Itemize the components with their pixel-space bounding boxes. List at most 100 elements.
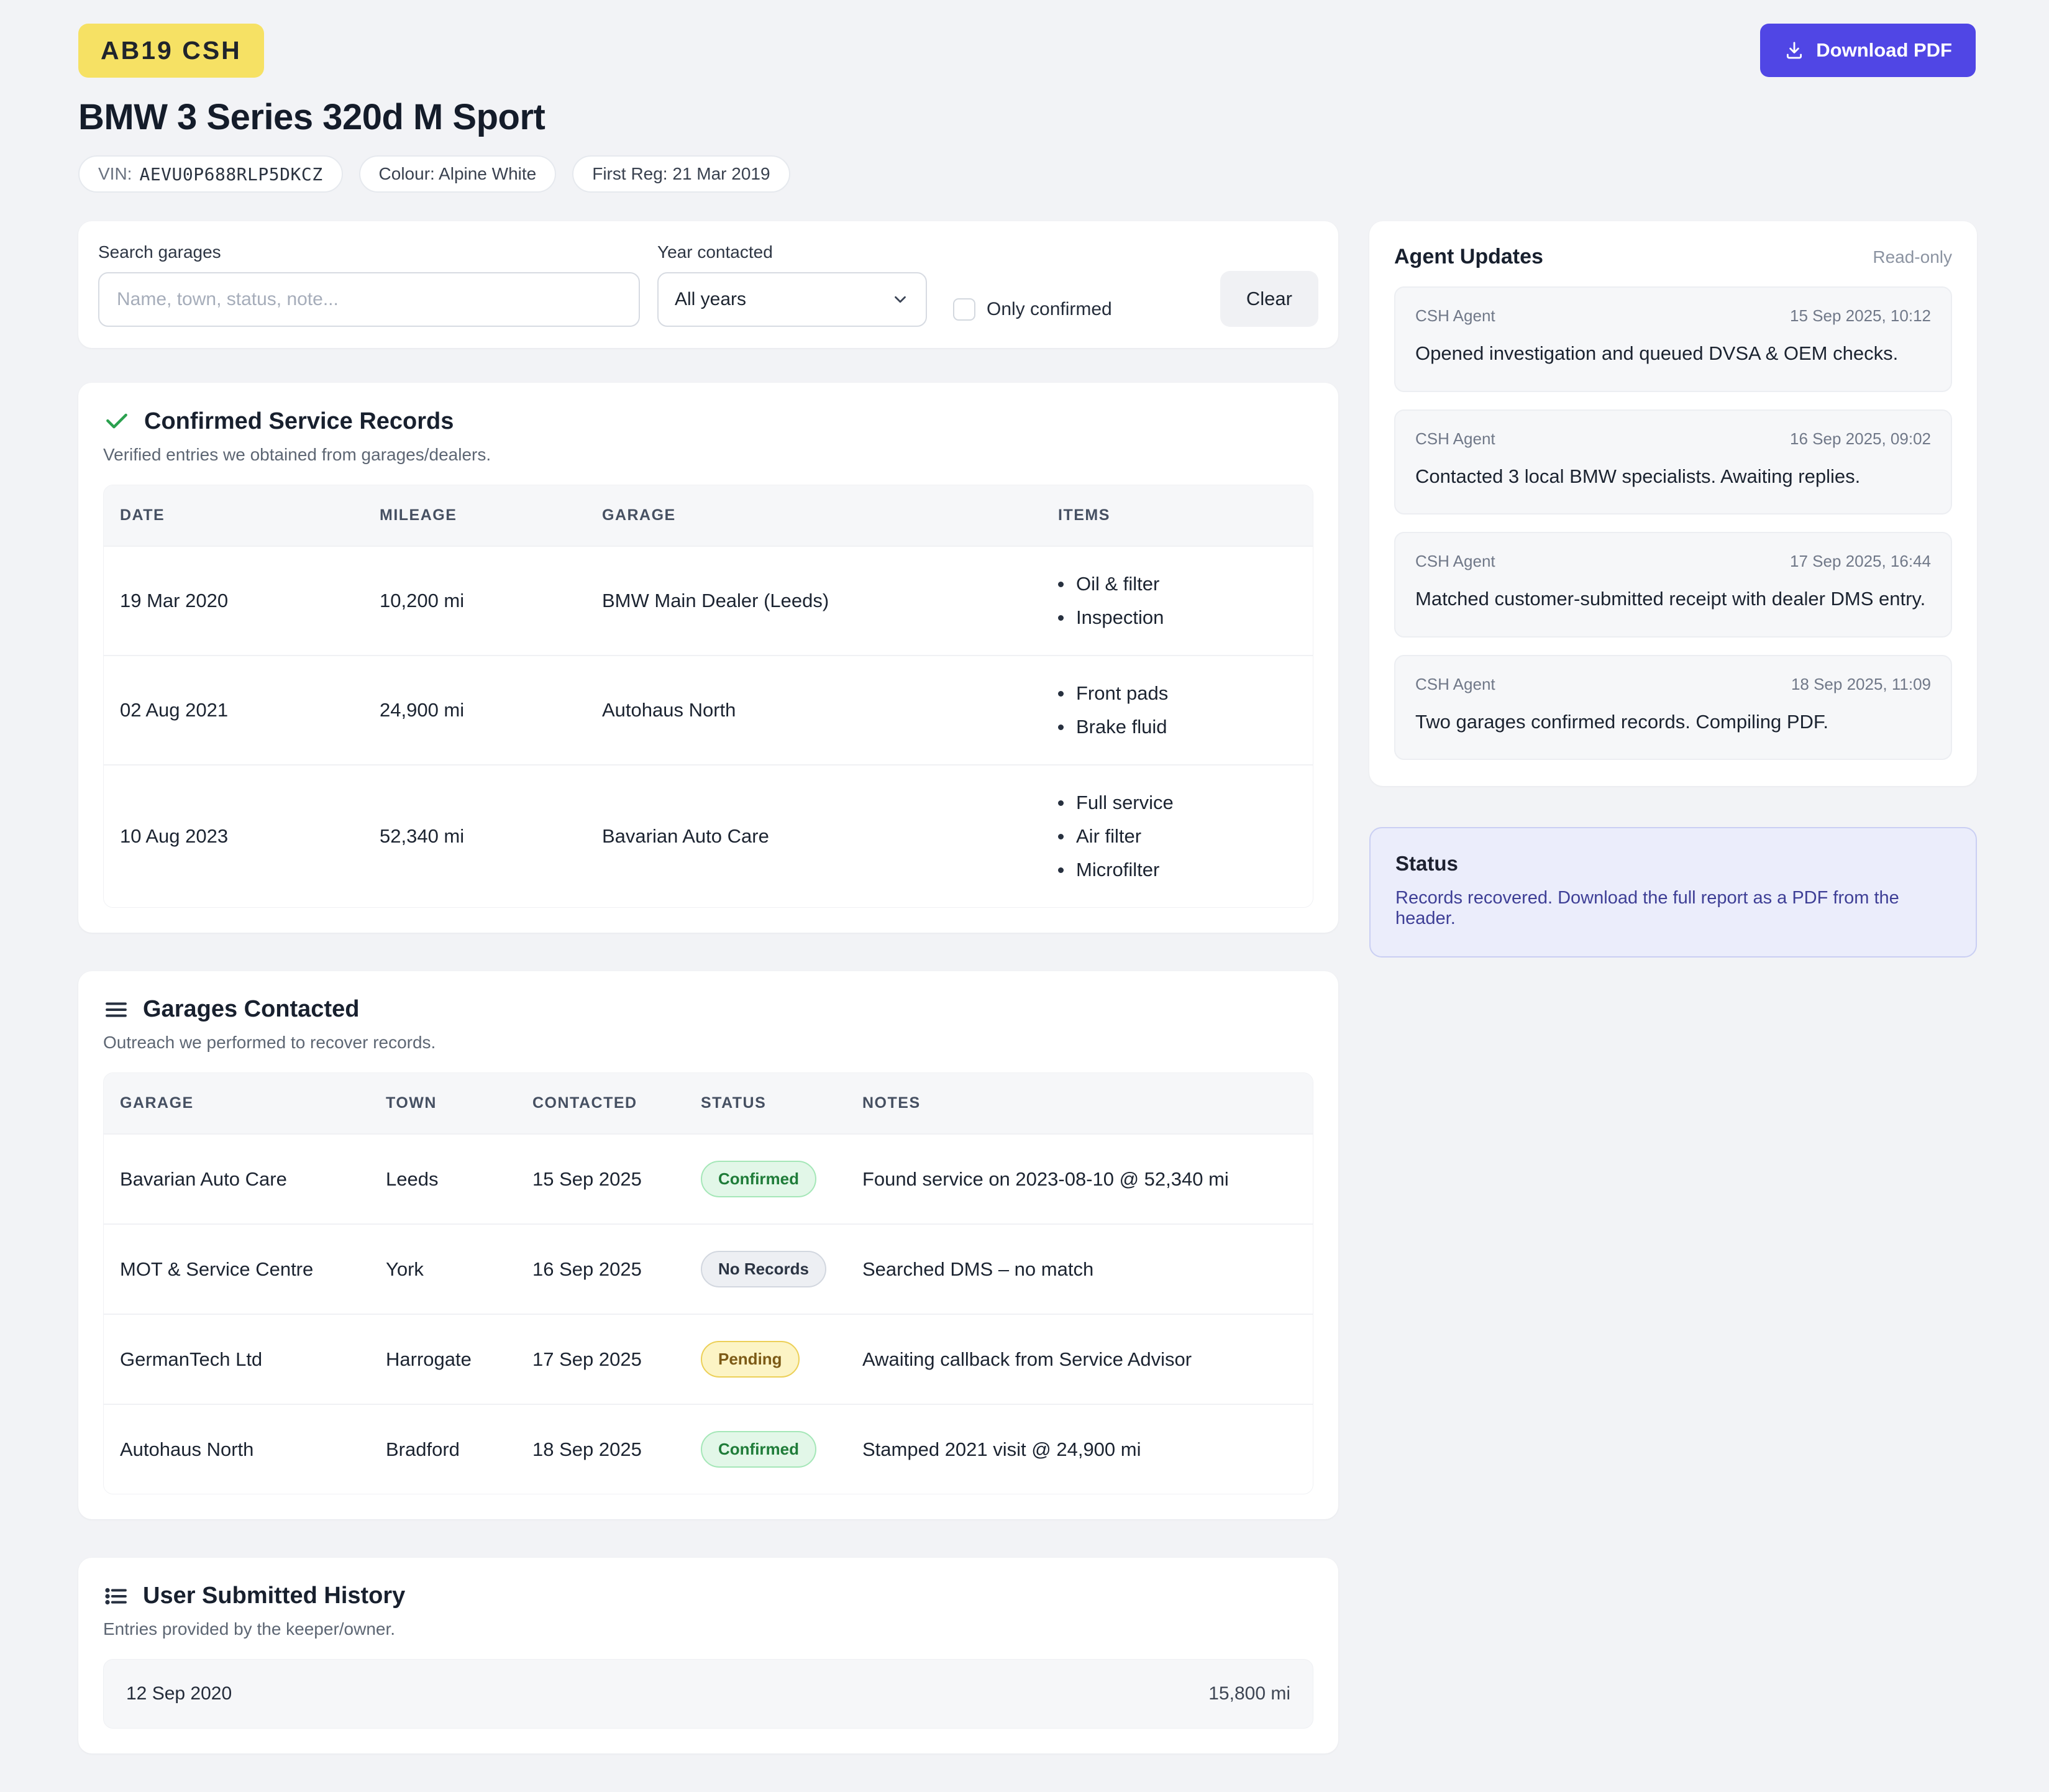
first-reg-chip-label: First Reg: 21 Mar 2019 — [592, 164, 770, 183]
table-row: 02 Aug 2021 24,900 mi Autohaus North Fro… — [104, 655, 1313, 765]
garage-town: Leeds — [370, 1133, 516, 1224]
column-header-garage: GARAGE — [104, 1073, 370, 1134]
only-confirmed-label: Only confirmed — [987, 299, 1112, 319]
garage-contacted-date: 17 Sep 2025 — [516, 1314, 685, 1404]
garage-name: MOT & Service Centre — [104, 1223, 370, 1314]
agent-updates-panel: Agent Updates Read-only CSH Agent 15 Sep… — [1369, 221, 1977, 786]
menu-icon — [103, 997, 129, 1023]
item-label: Inspection — [1076, 606, 1164, 628]
only-confirmed-group: Only confirmed — [953, 298, 1112, 321]
garages-contacted-table: GARAGE TOWN CONTACTED STATUS NOTES Bavar… — [103, 1072, 1313, 1494]
column-header-date: DATE — [104, 485, 363, 546]
item-label: Brake fluid — [1076, 716, 1167, 738]
table-row: 10 Aug 2023 52,340 mi Bavarian Auto Care… — [104, 764, 1313, 907]
check-icon — [103, 408, 130, 435]
chevron-down-icon — [891, 290, 910, 309]
garage-town: York — [370, 1223, 516, 1314]
entry-date: 12 Sep 2020 — [126, 1683, 232, 1704]
agent-update-card: CSH Agent 18 Sep 2025, 11:09 Two garages… — [1394, 654, 1952, 760]
status-badge: Pending — [701, 1341, 800, 1378]
confirmed-service-records-section: Confirmed Service Records Verified entri… — [78, 383, 1338, 933]
garage-notes: Awaiting callback from Service Advisor — [846, 1314, 1313, 1404]
garage-contacted-date: 18 Sep 2025 — [516, 1404, 685, 1494]
garage-contacted-date: 16 Sep 2025 — [516, 1223, 685, 1314]
item-label: Microfilter — [1076, 859, 1160, 880]
clear-filters-button[interactable]: Clear — [1220, 271, 1318, 327]
search-garages-input[interactable] — [98, 272, 640, 327]
bullet-icon — [1058, 615, 1064, 621]
status-badge: Confirmed — [701, 1431, 816, 1468]
record-garage: BMW Main Dealer (Leeds) — [586, 546, 1042, 656]
record-items: Full service Air filter Microfilter — [1042, 764, 1313, 907]
user-submitted-history-section: User Submitted History Entries provided … — [78, 1558, 1338, 1753]
table-row: Autohaus North Bradford 18 Sep 2025 Conf… — [104, 1404, 1313, 1494]
record-date: 10 Aug 2023 — [104, 764, 363, 907]
garages-contacted-title: Garages Contacted — [143, 996, 360, 1022]
record-date: 19 Mar 2020 — [104, 546, 363, 656]
agent-updates-title: Agent Updates — [1394, 245, 1543, 268]
garage-notes: Found service on 2023-08-10 @ 52,340 mi — [846, 1133, 1313, 1224]
record-date: 02 Aug 2021 — [104, 655, 363, 765]
user-history-title: User Submitted History — [143, 1583, 406, 1609]
update-timestamp: 16 Sep 2025, 09:02 — [1790, 429, 1931, 448]
garages-contacted-subtitle: Outreach we performed to recover records… — [103, 1033, 436, 1052]
update-author: CSH Agent — [1415, 306, 1495, 325]
update-message: Contacted 3 local BMW specialists. Await… — [1415, 465, 1861, 487]
record-mileage: 24,900 mi — [363, 655, 586, 765]
record-garage: Autohaus North — [586, 655, 1042, 765]
update-message: Matched customer-submitted receipt with … — [1415, 588, 1926, 610]
search-garages-label: Search garages — [98, 242, 221, 262]
status-badge: No Records — [701, 1251, 826, 1287]
status-badge: Confirmed — [701, 1161, 816, 1197]
table-row: Bavarian Auto Care Leeds 15 Sep 2025 Con… — [104, 1133, 1313, 1224]
year-contacted-select[interactable]: All years — [657, 272, 927, 327]
filter-bar: Search garages Year contacted All years — [78, 221, 1338, 348]
only-confirmed-checkbox[interactable] — [953, 298, 975, 321]
vin-label: VIN: — [98, 164, 132, 183]
status-message: Records recovered. Download the full rep… — [1395, 888, 1899, 928]
page-title: BMW 3 Series 320d M Sport — [78, 97, 545, 137]
update-timestamp: 17 Sep 2025, 16:44 — [1790, 552, 1931, 570]
update-author: CSH Agent — [1415, 552, 1495, 570]
column-header-notes: NOTES — [846, 1073, 1313, 1134]
confirmed-records-title: Confirmed Service Records — [144, 408, 454, 434]
garage-name: Autohaus North — [104, 1404, 370, 1494]
agent-update-card: CSH Agent 16 Sep 2025, 09:02 Contacted 3… — [1394, 409, 1952, 514]
colour-chip-label: Colour: Alpine White — [378, 164, 537, 183]
item-label: Full service — [1076, 792, 1174, 813]
garage-notes: Stamped 2021 visit @ 24,900 mi — [846, 1404, 1313, 1494]
bullet-icon — [1058, 724, 1064, 730]
item-label: Air filter — [1076, 825, 1142, 847]
user-history-entry: 12 Sep 2020 15,800 mi — [103, 1659, 1313, 1729]
update-message: Opened investigation and queued DVSA & O… — [1415, 342, 1899, 364]
record-garage: Bavarian Auto Care — [586, 764, 1042, 907]
garage-notes: Searched DMS – no match — [846, 1223, 1313, 1314]
item-label: Front pads — [1076, 682, 1169, 704]
download-pdf-button[interactable]: Download PDF — [1760, 24, 1976, 77]
column-header-items: ITEMS — [1042, 485, 1313, 546]
vehicle-chips: VIN: AEVU0P688RLP5DKCZ Colour: Alpine Wh… — [78, 155, 1976, 193]
download-icon — [1784, 40, 1805, 61]
update-message: Two garages confirmed records. Compiling… — [1415, 710, 1829, 733]
vin-value: AEVU0P688RLP5DKCZ — [139, 163, 323, 185]
download-pdf-label: Download PDF — [1816, 39, 1952, 61]
column-header-status: STATUS — [685, 1073, 846, 1134]
bullet-icon — [1058, 581, 1064, 587]
record-items: Front pads Brake fluid — [1042, 655, 1313, 765]
column-header-garage: GARAGE — [586, 485, 1042, 546]
confirmed-records-table: DATE MILEAGE GARAGE ITEMS 19 Mar 2020 10… — [103, 485, 1313, 908]
update-timestamp: 18 Sep 2025, 11:09 — [1791, 674, 1931, 693]
record-mileage: 10,200 mi — [363, 546, 586, 656]
year-contacted-value: All years — [675, 289, 747, 309]
item-label: Oil & filter — [1076, 573, 1160, 595]
garage-contacted-date: 15 Sep 2025 — [516, 1133, 685, 1224]
agent-update-card: CSH Agent 17 Sep 2025, 16:44 Matched cus… — [1394, 532, 1952, 638]
update-author: CSH Agent — [1415, 674, 1495, 693]
status-title: Status — [1395, 852, 1458, 875]
table-row: 19 Mar 2020 10,200 mi BMW Main Dealer (L… — [104, 546, 1313, 656]
bullet-icon — [1058, 800, 1064, 806]
registration-plate: AB19 CSH — [78, 24, 264, 78]
garage-town: Harrogate — [370, 1314, 516, 1404]
bullet-icon — [1058, 690, 1064, 697]
